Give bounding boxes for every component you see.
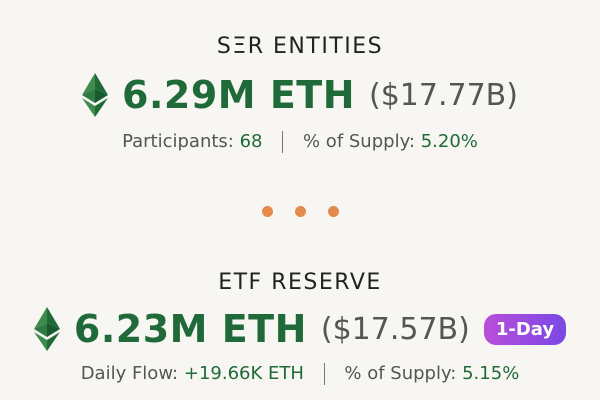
ethereum-icon [82,73,109,117]
stats-row: Participants: 68 % of Supply: 5.20% [0,131,600,153]
ethereum-icon [33,307,60,351]
holdings-row: 6.29M ETH ($17.77B) [0,73,600,117]
supply-value: 5.15% [462,363,520,384]
holdings-row: 6.23M ETH ($17.57B) 1-Day [0,307,600,351]
timeframe-badge: 1-Day [483,313,567,345]
supply-label: % of Supply: [302,131,415,152]
section-title: SΞR ENTITIES [216,34,384,59]
participants-value: 68 [239,131,263,152]
section-title: ETF RESERVE [218,270,382,295]
etf-reserve-section: ETF RESERVE 6.23M ETH ($17.57B) 1-Day Da… [0,270,600,385]
dot-icon [294,206,306,217]
supply-value: 5.20% [420,131,478,152]
daily-flow-value: +19.66K ETH [183,363,304,384]
participants-label: Participants: [122,131,234,152]
supply-label: % of Supply: [344,363,457,384]
stats-row: Daily Flow: +19.66K ETH % of Supply: 5.1… [0,363,600,385]
eth-amount: 6.23M ETH [73,307,307,351]
daily-flow-label: Daily Flow: [80,363,179,384]
eth-amount: 6.29M ETH [122,73,355,117]
usd-value: ($17.77B) [369,77,518,113]
dot-icon [261,206,273,217]
dot-icon [327,206,339,217]
separator-dots [0,206,600,217]
ser-entities-section: SΞR ENTITIES 6.29M ETH ($17.77B) Partici… [0,34,600,153]
divider [323,363,325,385]
divider [282,131,284,153]
usd-value: ($17.57B) [320,311,470,347]
